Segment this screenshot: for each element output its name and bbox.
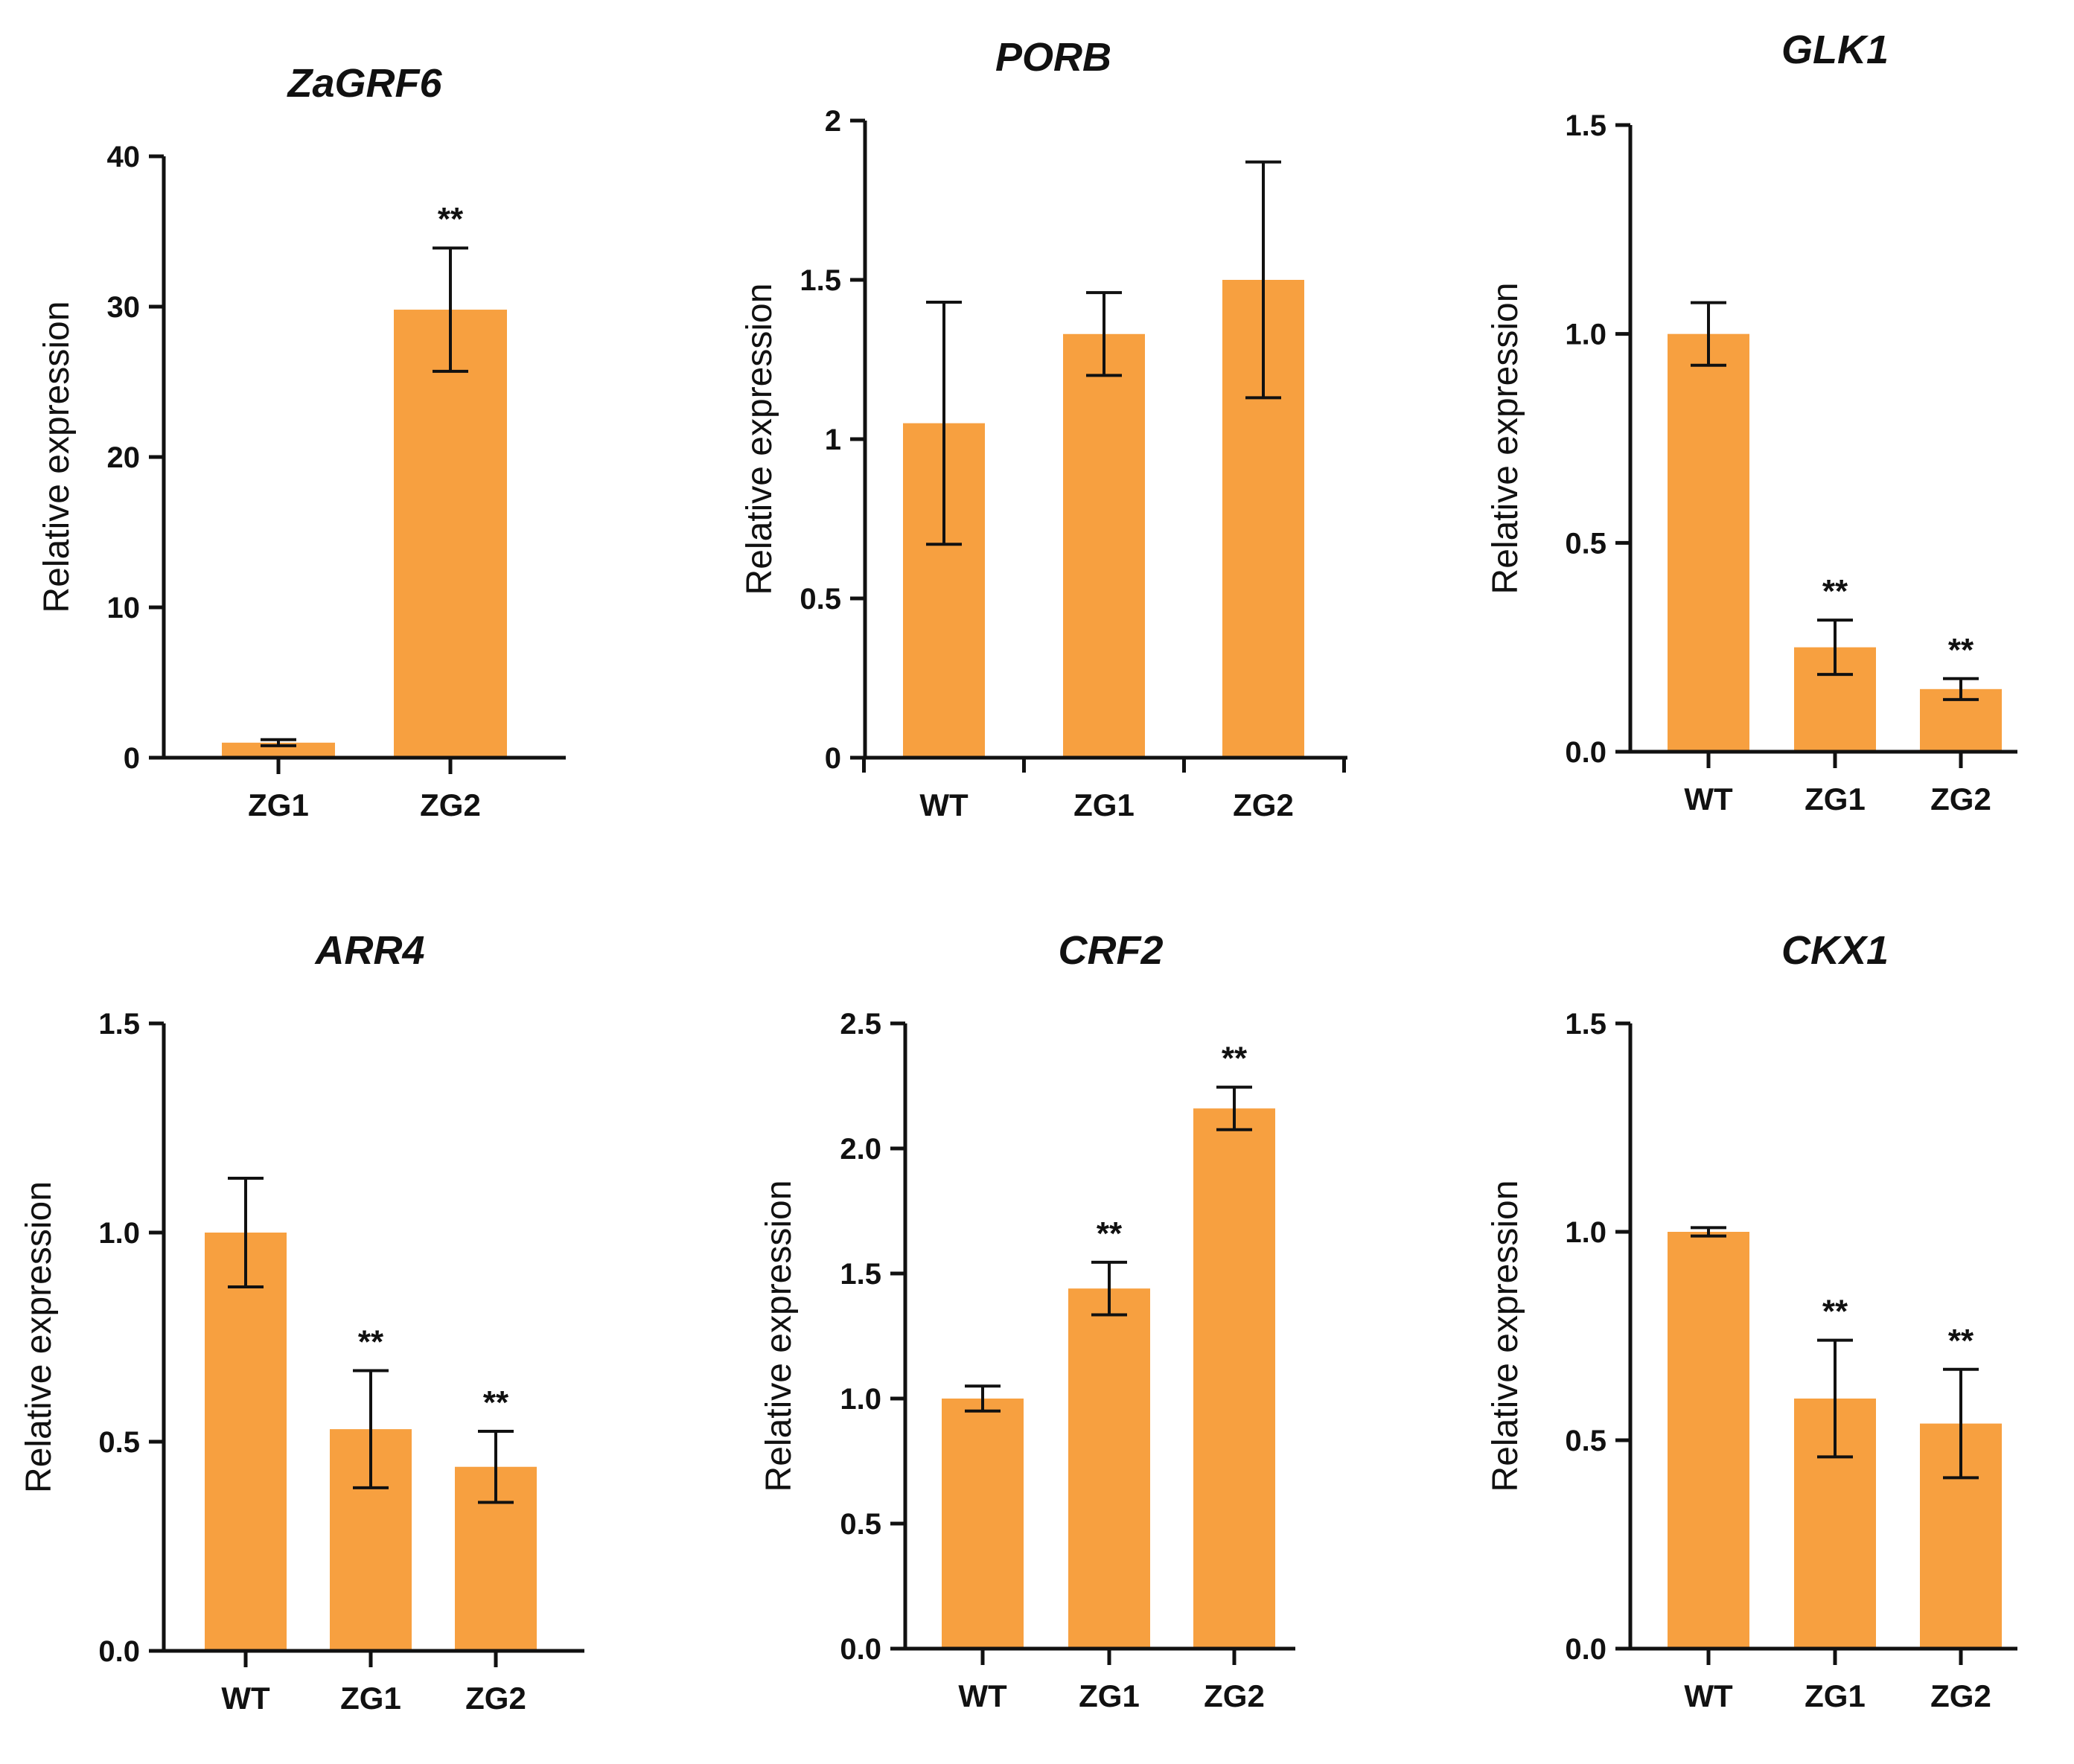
- error-bar-wt: [1691, 1226, 1726, 1238]
- y-tick-label: 0.5: [1565, 527, 1606, 560]
- x-tick-label-wt: WT: [919, 787, 969, 822]
- x-tick-label-zg1: ZG1: [1805, 782, 1866, 817]
- y-tick-label: 0.5: [1565, 1425, 1606, 1457]
- y-tick-label: 0.5: [840, 1508, 881, 1541]
- chart-title: ZaGRF6: [286, 61, 442, 106]
- significance-mark: **: [1822, 573, 1848, 610]
- significance-mark: **: [358, 1323, 384, 1360]
- chart-panel-6: CKX1 Relative expression ** ** 0.0 0.5 1.0 1.5 W…: [1486, 928, 2017, 1713]
- bar-zg1: [1068, 1288, 1150, 1649]
- y-tick-label: 30: [107, 291, 141, 324]
- x-tick-label-zg2: ZG2: [1204, 1678, 1265, 1713]
- y-tick-label: 2.5: [840, 1008, 881, 1041]
- x-tick-label-zg2: ZG2: [1930, 782, 1991, 817]
- significance-mark: **: [1222, 1041, 1248, 1077]
- bar-wt: [205, 1233, 287, 1651]
- chart-panel-4: ARR4 Relative expression ** ** 0.0 0.5 1.0 1.5 W…: [19, 928, 584, 1716]
- error-bar-zg1: [1091, 1260, 1127, 1317]
- y-tick-label: 0.0: [98, 1635, 140, 1668]
- error-bar-zg2: [1245, 160, 1281, 400]
- error-bar-zg2: [1943, 1367, 1979, 1480]
- y-tick-label: 1.0: [1565, 1216, 1606, 1249]
- error-bar-zg1: [261, 738, 296, 747]
- y-tick-label: 0: [825, 742, 841, 775]
- bar-wt: [1668, 333, 1749, 752]
- bar-zg2: [1193, 1108, 1275, 1649]
- x-tick-label-wt: WT: [1684, 1678, 1733, 1713]
- y-tick-label: 1.5: [98, 1008, 140, 1041]
- chart-title: CRF2: [1058, 928, 1163, 973]
- y-tick-label: 0.5: [800, 583, 841, 616]
- chart-panel-1: ZaGRF6 Relative expression ** 0 10 20 30 40 ZG1 Z…: [37, 61, 566, 822]
- y-tick-label: 1.0: [98, 1217, 140, 1250]
- y-axis-label: Relative expression: [37, 301, 77, 613]
- error-bar-zg1: [1086, 291, 1122, 377]
- error-bar-zg2: [1216, 1085, 1252, 1131]
- significance-mark: **: [1822, 1294, 1848, 1330]
- y-tick-label: 2.0: [840, 1133, 881, 1166]
- bar-zg1: [1063, 333, 1145, 758]
- chart-panel-2: PORB Relative expression 0 0.5 1 1.5 2 WT ZG1 ZG2: [740, 35, 1347, 822]
- x-tick-label-zg2: ZG2: [420, 787, 481, 822]
- x-tick-label-wt: WT: [221, 1681, 270, 1716]
- error-bar-zg2: [1943, 677, 1979, 701]
- error-bar-zg2: [478, 1429, 514, 1504]
- error-bar-wt: [228, 1176, 264, 1289]
- chart-panel-3: GLK1 Relative expression ** ** 0.0 0.5 1.0 1.5 W…: [1486, 28, 2017, 817]
- error-bar-wt: [965, 1384, 1001, 1413]
- chart-panel-5: CRF2 Relative expression ** ** 0.0 0.5 1.0 1.5 2…: [759, 928, 1295, 1713]
- x-tick-label-zg1: ZG1: [1805, 1678, 1866, 1713]
- y-tick-label: 0: [124, 742, 140, 775]
- y-tick-label: 1.5: [800, 264, 841, 297]
- significance-mark: **: [483, 1384, 509, 1421]
- chart-title: PORB: [995, 35, 1111, 80]
- y-axis-label: Relative expression: [759, 1180, 799, 1492]
- error-bar-zg2: [433, 246, 468, 373]
- x-tick-label-zg2: ZG2: [1930, 1678, 1991, 1713]
- significance-mark: **: [1097, 1215, 1123, 1252]
- y-axis-label: Relative expression: [1486, 283, 1525, 595]
- y-tick-label: 1.5: [1565, 1008, 1606, 1041]
- x-tick-label-wt: WT: [958, 1678, 1007, 1713]
- y-tick-label: 20: [107, 441, 141, 474]
- y-tick-label: 1.0: [840, 1383, 881, 1416]
- error-bar-zg1: [353, 1369, 389, 1489]
- significance-mark: **: [1948, 1323, 1974, 1359]
- chart-title: CKX1: [1781, 928, 1889, 973]
- y-tick-label: 0.5: [98, 1426, 140, 1459]
- bar-wt: [942, 1399, 1024, 1649]
- y-tick-label: 0.0: [840, 1633, 881, 1666]
- y-tick-label: 0.0: [1565, 736, 1606, 769]
- error-bar-wt: [926, 300, 962, 546]
- bar-zg2: [394, 310, 507, 758]
- error-bar-wt: [1691, 301, 1726, 367]
- x-tick-label-zg1: ZG1: [248, 787, 309, 822]
- x-tick-label-wt: WT: [1684, 782, 1733, 817]
- y-tick-label: 1: [825, 424, 841, 456]
- y-tick-label: 40: [107, 141, 141, 173]
- y-tick-label: 0.0: [1565, 1633, 1606, 1666]
- y-tick-label: 10: [107, 592, 141, 624]
- y-axis-label: Relative expression: [740, 284, 779, 595]
- x-tick-label-zg1: ZG1: [1079, 1678, 1140, 1713]
- y-axis-label: Relative expression: [1486, 1180, 1525, 1492]
- x-tick-label-zg1: ZG1: [1073, 787, 1135, 822]
- x-tick-label-zg2: ZG2: [1233, 787, 1294, 822]
- significance-mark: **: [438, 201, 464, 237]
- error-bar-zg1: [1817, 619, 1853, 677]
- y-tick-label: 1.5: [840, 1258, 881, 1291]
- x-tick-label-zg2: ZG2: [465, 1681, 526, 1716]
- bar-zg1: [222, 742, 335, 758]
- bar-wt: [1668, 1232, 1749, 1649]
- error-bar-zg1: [1817, 1338, 1853, 1459]
- chart-title: ARR4: [313, 928, 424, 973]
- chart-title: GLK1: [1781, 28, 1889, 72]
- y-tick-label: 2: [825, 105, 841, 138]
- significance-mark: **: [1948, 632, 1974, 668]
- y-tick-label: 1.5: [1565, 109, 1606, 142]
- x-tick-label-zg1: ZG1: [340, 1681, 401, 1716]
- y-axis-label: Relative expression: [19, 1181, 59, 1493]
- y-tick-label: 1.0: [1565, 319, 1606, 351]
